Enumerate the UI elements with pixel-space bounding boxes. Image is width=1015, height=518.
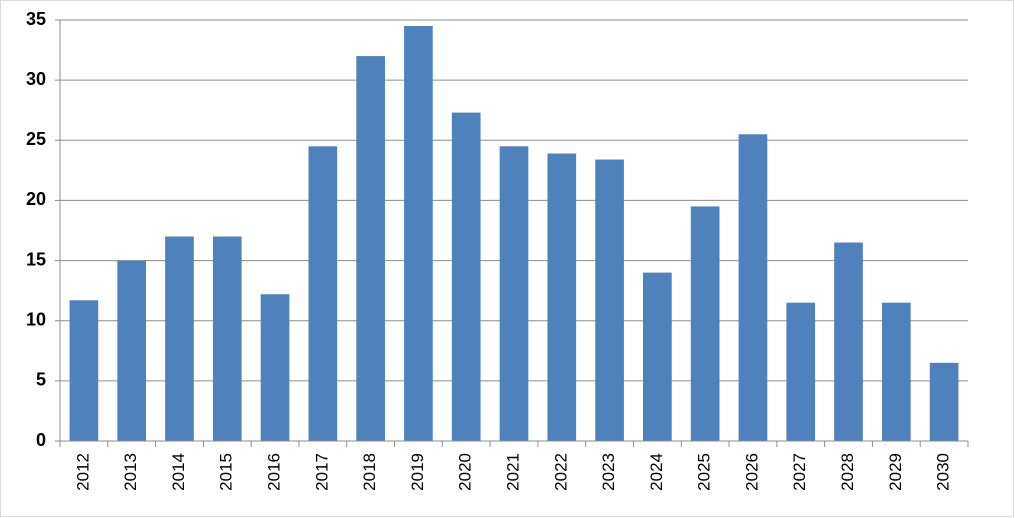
bar [547,153,577,441]
x-tick-label: 2024 [647,453,666,491]
bar [738,134,768,441]
y-tick-label: 20 [26,189,46,209]
bar [260,294,290,441]
bar [451,112,481,442]
x-tick-label: 2017 [312,453,331,491]
y-tick-label: 0 [36,430,46,450]
x-tick-label: 2020 [456,453,475,491]
bar [786,302,816,441]
x-tick-label: 2029 [886,453,905,491]
bar [834,242,863,441]
bar [881,302,911,441]
y-tick-label: 25 [26,129,46,149]
x-tick-label: 2022 [551,453,570,491]
bar [69,300,99,441]
x-tick-label: 2021 [503,453,522,491]
x-tick-label: 2027 [790,453,809,491]
x-tick-label: 2018 [360,453,379,491]
bar [212,236,242,441]
x-tick-label: 2013 [121,453,140,491]
bar [356,56,385,441]
bar [499,146,529,442]
x-tick-label: 2012 [73,453,92,491]
bar [595,159,624,441]
y-tick-label: 10 [26,309,46,329]
y-tick-label: 30 [26,69,46,89]
x-tick-label: 2019 [408,453,427,491]
bar [643,272,672,441]
x-tick-label: 2030 [934,453,953,491]
bar [117,260,147,441]
bar [165,236,194,441]
x-tick-label: 2014 [169,453,188,491]
y-tick-label: 5 [36,370,46,390]
x-tick-label: 2015 [217,453,236,491]
x-tick-label: 2023 [599,453,618,491]
x-tick-label: 2025 [695,453,714,491]
x-tick-label: 2026 [742,453,761,491]
bar [404,26,433,442]
bar [690,206,720,441]
bar [929,362,959,441]
bar [308,146,338,442]
y-tick-label: 35 [26,9,46,29]
x-tick-label: 2028 [838,453,857,491]
y-tick-label: 15 [26,249,46,269]
x-tick-label: 2016 [265,453,284,491]
